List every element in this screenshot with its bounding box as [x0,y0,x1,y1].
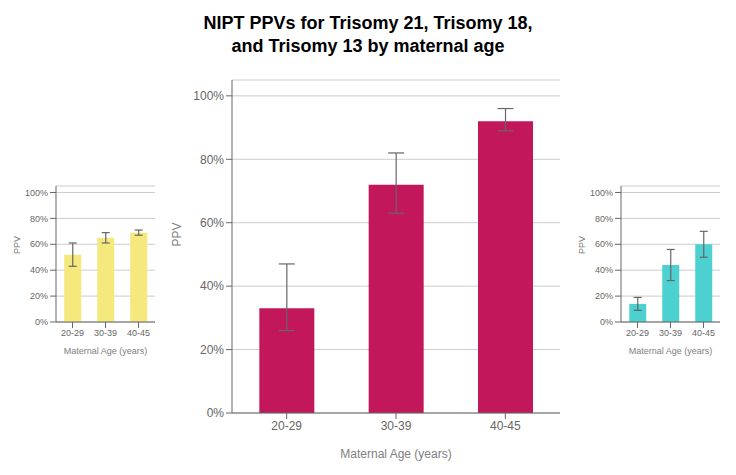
svg-text:30-39: 30-39 [659,328,682,338]
svg-text:0%: 0% [600,317,613,327]
svg-text:60%: 60% [30,239,48,249]
svg-text:30-39: 30-39 [94,328,117,338]
svg-text:40%: 40% [200,279,224,293]
html-text:NIPT PPVs for Trisomy 21, Tris: NIPT PPVs for Trisomy 21, Trisomy 18, an… [203,13,533,57]
svg-text:Maternal Age (years): Maternal Age (years) [64,346,148,356]
svg-text:100%: 100% [590,188,613,198]
svg-text:60%: 60% [200,216,224,230]
svg-text:0%: 0% [207,406,225,420]
svg-text:20-29: 20-29 [61,328,84,338]
svg-text:40%: 40% [595,265,613,275]
svg-text:PPV: PPV [12,236,22,254]
svg-text:PPV: PPV [170,222,184,246]
svg-text:60%: 60% [595,239,613,249]
svg-text:20-29: 20-29 [271,419,302,433]
svg-text:100%: 100% [193,89,224,103]
svg-text:Maternal Age (years): Maternal Age (years) [340,447,451,461]
svg-text:20%: 20% [200,343,224,357]
svg-text:30-39: 30-39 [381,419,412,433]
svg-text:20%: 20% [30,291,48,301]
svg-text:20-29: 20-29 [626,328,649,338]
svg-text:80%: 80% [30,214,48,224]
svg-text:20%: 20% [595,291,613,301]
svg-text:80%: 80% [200,153,224,167]
svg-text:80%: 80% [595,214,613,224]
svg-text:PPV: PPV [577,236,587,254]
svg-text:40%: 40% [30,265,48,275]
svg-text:40-45: 40-45 [692,328,715,338]
svg-text:100%: 100% [25,188,48,198]
svg-text:0%: 0% [35,317,48,327]
svg-text:40-45: 40-45 [490,419,521,433]
svg-text:40-45: 40-45 [127,328,150,338]
svg-text:Maternal Age (years): Maternal Age (years) [629,346,713,356]
